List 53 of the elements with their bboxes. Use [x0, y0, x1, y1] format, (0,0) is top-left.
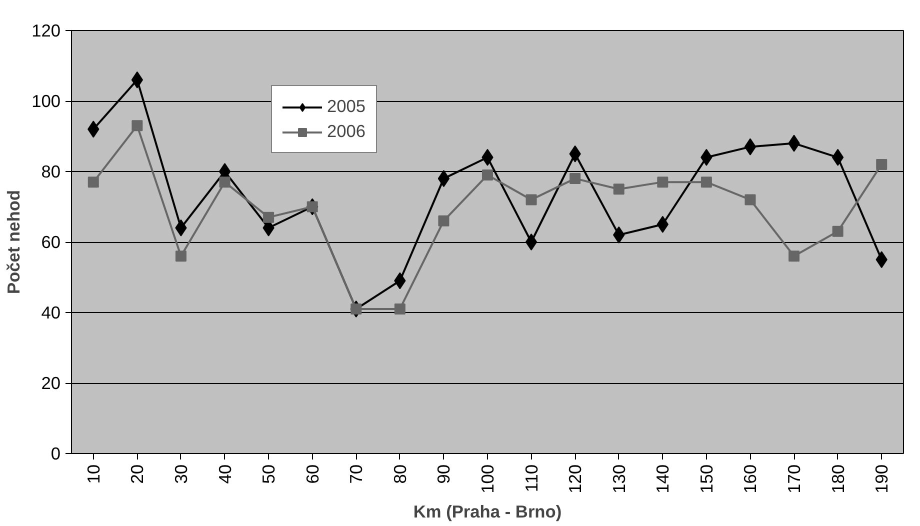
y-tick-label: 40: [41, 302, 61, 322]
point: [88, 176, 99, 188]
y-tick-label: 100: [32, 91, 61, 111]
x-tick-label: 120: [565, 464, 586, 494]
x-tick-label: 20: [127, 464, 148, 484]
y-tick-label: 20: [41, 373, 61, 393]
x-tick-label: 100: [478, 464, 498, 494]
legend-label: 2006: [327, 121, 366, 142]
x-tick-label: 170: [784, 464, 804, 494]
point: [219, 176, 230, 188]
x-tick-label: 80: [390, 464, 410, 484]
point: [744, 194, 756, 206]
x-tick-label: 30: [170, 464, 191, 484]
x-tick-label: 190: [872, 464, 892, 494]
x-tick-label: 130: [608, 464, 629, 494]
point: [350, 303, 362, 314]
x-tick-label: 140: [652, 464, 673, 494]
y-tick-label: 60: [41, 232, 61, 252]
point: [132, 120, 143, 132]
y-tick-label: 120: [32, 20, 61, 40]
x-tick-label: 10: [83, 464, 104, 484]
x-tick-label: 70: [346, 464, 366, 484]
point: [394, 303, 406, 314]
x-tick-label: 60: [302, 464, 322, 484]
point: [832, 226, 844, 237]
point: [788, 250, 800, 262]
point: [175, 250, 186, 262]
point: [832, 148, 844, 166]
y-tick-label: 80: [41, 162, 61, 182]
y-tick-label: 0: [50, 444, 61, 464]
point: [657, 176, 668, 188]
point: [438, 170, 450, 188]
point: [700, 176, 712, 188]
point: [131, 71, 144, 88]
point: [438, 215, 450, 226]
legend-label: 2005: [327, 96, 366, 117]
y-axis-title: Počet nehod: [4, 190, 24, 294]
point: [744, 138, 756, 156]
x-tick-label: 40: [214, 464, 235, 484]
x-tick-label: 180: [828, 464, 848, 494]
point: [526, 194, 537, 206]
x-tick-label: 150: [696, 464, 716, 494]
point: [613, 184, 624, 195]
x-tick-label: 110: [521, 464, 542, 492]
point: [876, 158, 888, 170]
point: [482, 170, 493, 181]
x-axis-title: Km (Praha - Brno): [413, 501, 562, 522]
x-tick-label: 90: [434, 464, 454, 484]
point: [525, 234, 538, 250]
point: [570, 173, 581, 184]
x-tick-label: 50: [258, 464, 279, 484]
x-tick-label: 160: [740, 464, 760, 494]
point: [263, 212, 274, 223]
